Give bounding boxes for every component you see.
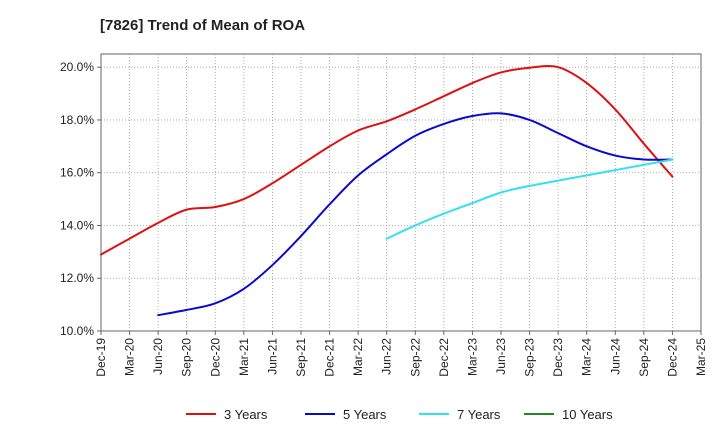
x-tick-label: Mar-24 (580, 338, 594, 376)
x-tick-label: Jun-22 (380, 338, 394, 375)
x-tick-label: Sep-23 (523, 338, 537, 377)
x-tick-label: Mar-23 (465, 338, 479, 376)
plot-background (101, 54, 701, 331)
legend-label-1: 3 Years (224, 407, 268, 422)
x-tick-label: Dec-22 (437, 338, 451, 377)
x-tick-label: Sep-22 (408, 338, 422, 377)
legend: 3 Years 5 Years 7 Years 10 Years (186, 407, 613, 422)
x-tick-label: Jun-21 (265, 338, 279, 375)
y-tick-label: 16.0% (60, 166, 94, 180)
x-tick-label: Mar-21 (237, 338, 251, 376)
x-tick-label: Jun-24 (608, 338, 622, 375)
x-tick-label: Mar-25 (694, 338, 708, 376)
y-tick-label: 14.0% (60, 218, 94, 232)
legend-label-2: 5 Years (343, 407, 387, 422)
plot-area: 10.0% 12.0% 14.0% 16.0% 18.0% 20.0% Dec-19 Mar-… (60, 53, 708, 377)
x-tick-label: Dec-24 (665, 338, 679, 377)
x-tick-label: Mar-20 (123, 338, 137, 376)
x-tick-label: Dec-20 (208, 338, 222, 377)
x-tick-label: Sep-21 (294, 338, 308, 377)
y-tick-label: 20.0% (60, 60, 94, 74)
chart-title: [7826] Trend of Mean of ROA (100, 17, 305, 34)
x-tick-label: Sep-20 (180, 338, 194, 377)
x-tick-label: Jun-20 (151, 338, 165, 375)
legend-label-4: 10 Years (562, 407, 613, 422)
y-tick-label: 10.0% (60, 324, 94, 338)
plot-frame (100, 53, 702, 332)
legend-label-3: 7 Years (457, 407, 501, 422)
series-line-1 (100, 65, 674, 256)
x-tick-label: Dec-23 (551, 338, 565, 377)
y-tick-label: 12.0% (60, 271, 94, 285)
y-tick-label: 18.0% (60, 113, 94, 127)
x-tick-label: Sep-24 (637, 338, 651, 377)
series-line-3 (385, 158, 674, 240)
x-tick-label: Jun-23 (494, 338, 508, 375)
x-tick-label: Dec-19 (94, 338, 108, 377)
x-tick-label: Mar-22 (351, 338, 365, 376)
x-tick-label: Dec-21 (323, 338, 337, 377)
series-line-2 (157, 112, 674, 317)
